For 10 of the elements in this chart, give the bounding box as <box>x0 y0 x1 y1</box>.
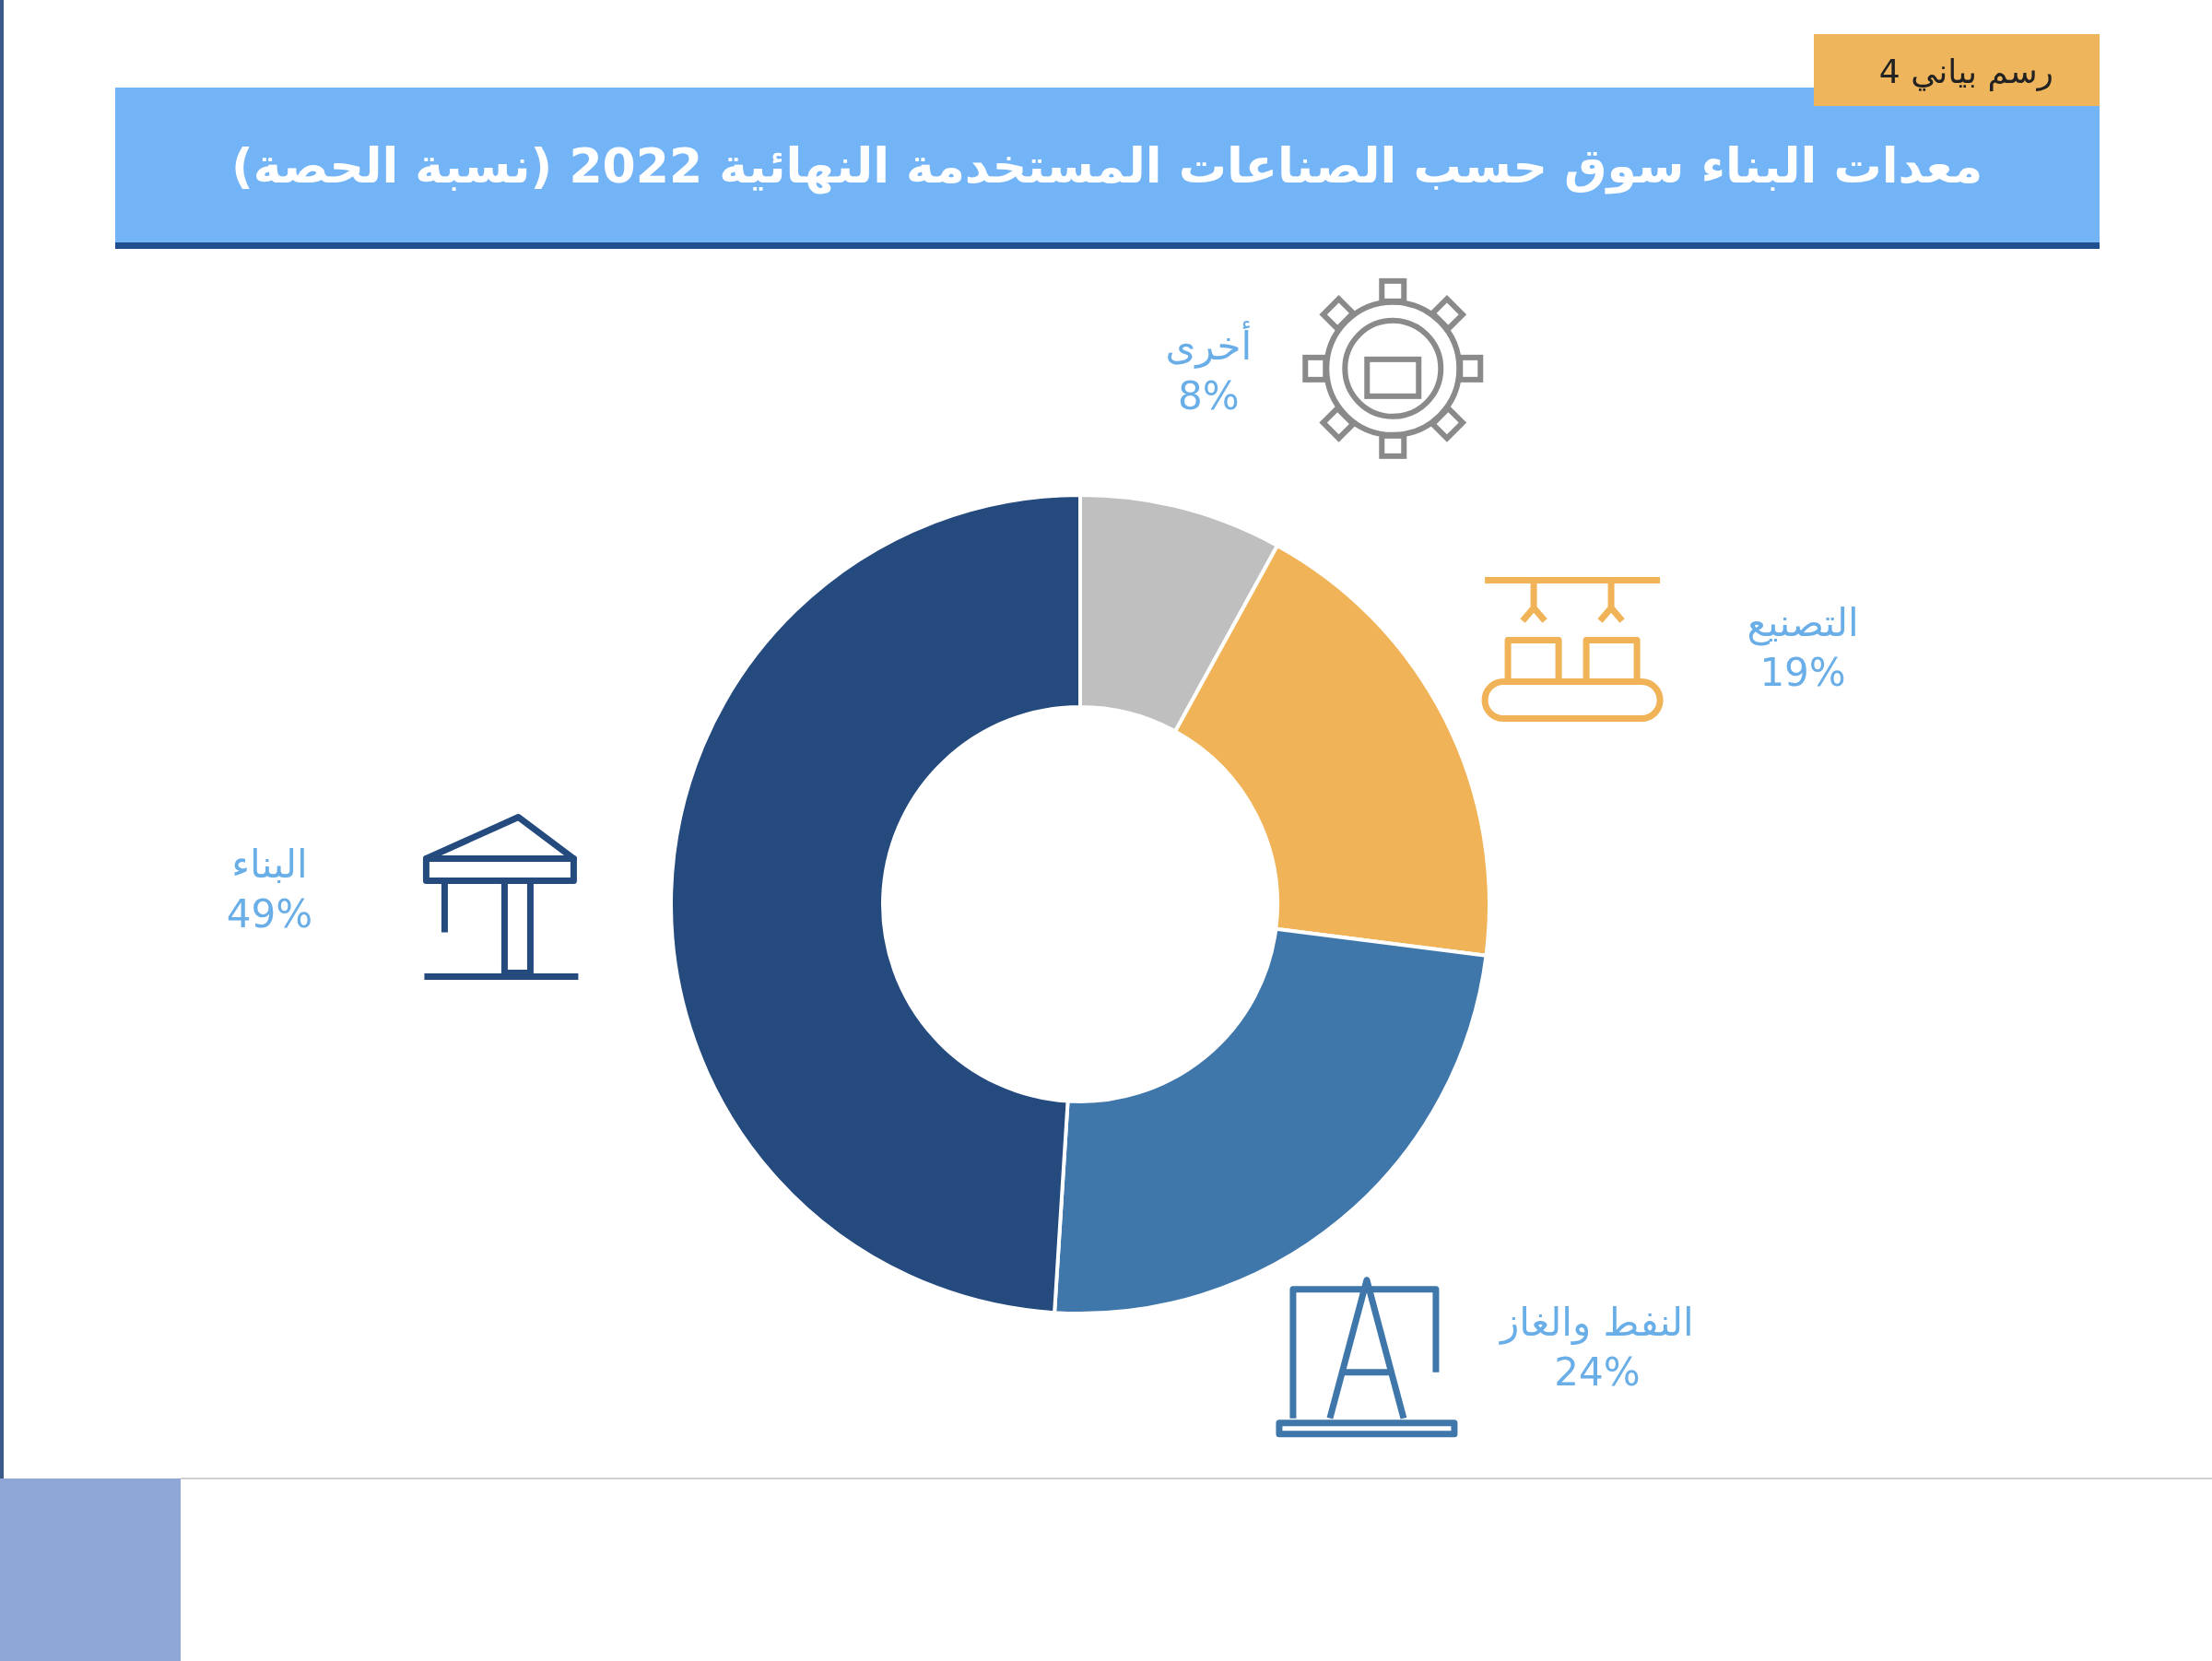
chart-title: معدات البناء سوق حسب الصناعات المستخدمة النهائية 2022 (نسبة الحصة) <box>230 138 1983 194</box>
slice-label: البناء <box>231 841 308 887</box>
data-label: 19% <box>1759 649 1846 695</box>
slice-label: النفط والغاز <box>1499 1299 1694 1345</box>
slice-label: التصنيع <box>1747 599 1859 646</box>
slice-label: أخرى <box>1165 320 1253 369</box>
text: رسم بياني 4 <box>1878 53 2053 91</box>
data-label: 24% <box>1554 1349 1641 1395</box>
data-label: 49% <box>226 890 313 937</box>
data-label: 8% <box>1177 372 1240 418</box>
